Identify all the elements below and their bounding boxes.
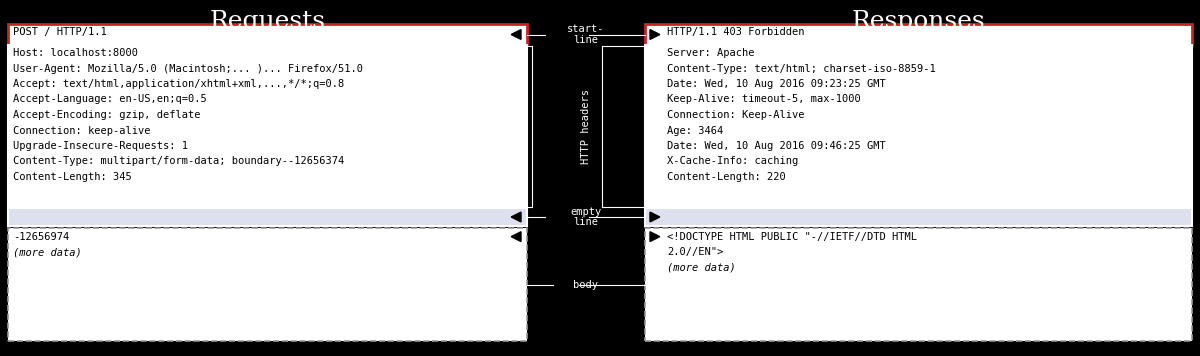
Text: <!DOCTYPE HTML PUBLIC "-//IETF//DTD HTML: <!DOCTYPE HTML PUBLIC "-//IETF//DTD HTML <box>667 232 917 242</box>
Text: Keep-Alive: timeout-5, max-1000: Keep-Alive: timeout-5, max-1000 <box>667 94 860 105</box>
Text: X-Cache-Info: caching: X-Cache-Info: caching <box>667 157 798 167</box>
Text: 2.0//EN">: 2.0//EN"> <box>667 247 724 257</box>
Text: Upgrade-Insecure-Requests: 1: Upgrade-Insecure-Requests: 1 <box>13 141 188 151</box>
FancyBboxPatch shape <box>646 228 1192 341</box>
Text: Server: Apache: Server: Apache <box>667 48 755 58</box>
Text: Content-Type: text/html; charset-iso-8859-1: Content-Type: text/html; charset-iso-885… <box>667 63 936 73</box>
Polygon shape <box>650 212 660 222</box>
Text: (more data): (more data) <box>13 247 82 257</box>
Text: -12656974: -12656974 <box>13 232 70 242</box>
Text: Responses: Responses <box>852 10 985 33</box>
Text: (more data): (more data) <box>667 263 736 273</box>
Text: Requests: Requests <box>210 10 325 33</box>
Text: HTTP headers: HTTP headers <box>581 89 592 164</box>
FancyBboxPatch shape <box>8 228 527 341</box>
Text: User-Agent: Mozilla/5.0 (Macintosh;... )... Firefox/51.0: User-Agent: Mozilla/5.0 (Macintosh;... )… <box>13 63 364 73</box>
FancyBboxPatch shape <box>646 45 1192 208</box>
Text: HTTP/1.1 403 Forbidden: HTTP/1.1 403 Forbidden <box>667 27 804 37</box>
FancyBboxPatch shape <box>646 208 1192 226</box>
Text: empty
line: empty line <box>570 206 601 227</box>
Text: body: body <box>574 279 599 289</box>
FancyBboxPatch shape <box>8 208 527 226</box>
Text: Content-Length: 345: Content-Length: 345 <box>13 172 132 182</box>
Polygon shape <box>650 232 660 242</box>
Text: Accept: text/html,application/xhtml+xml,...,*/*;q=0.8: Accept: text/html,application/xhtml+xml,… <box>13 79 344 89</box>
FancyBboxPatch shape <box>646 24 1192 45</box>
Text: Age: 3464: Age: 3464 <box>667 126 724 136</box>
Text: POST / HTTP/1.1: POST / HTTP/1.1 <box>13 27 107 37</box>
Text: start-
line: start- line <box>568 24 605 45</box>
Text: Accept-Language: en-US,en;q=0.5: Accept-Language: en-US,en;q=0.5 <box>13 94 206 105</box>
FancyBboxPatch shape <box>8 45 527 208</box>
Polygon shape <box>511 212 521 222</box>
FancyBboxPatch shape <box>8 24 527 45</box>
Text: Connection: Keep-Alive: Connection: Keep-Alive <box>667 110 804 120</box>
Text: Content-Length: 220: Content-Length: 220 <box>667 172 786 182</box>
Text: Date: Wed, 10 Aug 2016 09:46:25 GMT: Date: Wed, 10 Aug 2016 09:46:25 GMT <box>667 141 886 151</box>
Text: Accept-Encoding: gzip, deflate: Accept-Encoding: gzip, deflate <box>13 110 200 120</box>
Polygon shape <box>511 232 521 242</box>
Text: Content-Type: multipart/form-data; boundary--12656374: Content-Type: multipart/form-data; bound… <box>13 157 344 167</box>
Polygon shape <box>511 30 521 40</box>
Text: Host: localhost:8000: Host: localhost:8000 <box>13 48 138 58</box>
Text: Date: Wed, 10 Aug 2016 09:23:25 GMT: Date: Wed, 10 Aug 2016 09:23:25 GMT <box>667 79 886 89</box>
Polygon shape <box>650 30 660 40</box>
Text: Connection: keep-alive: Connection: keep-alive <box>13 126 150 136</box>
